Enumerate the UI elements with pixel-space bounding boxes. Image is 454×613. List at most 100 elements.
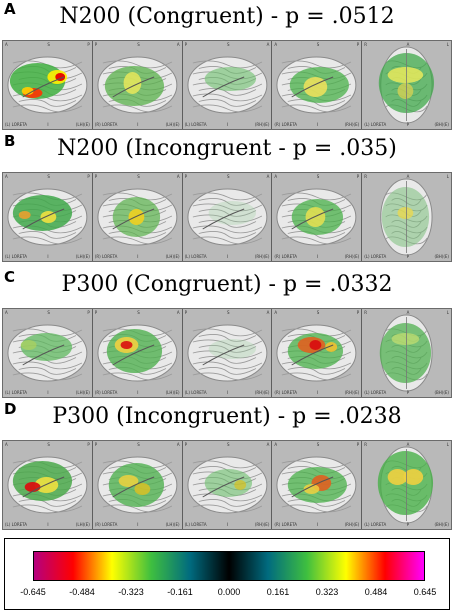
orientation-label: (LH)(E) [165, 390, 180, 395]
orientation-label: (L) LORETA [184, 122, 207, 127]
brain-image [276, 324, 357, 382]
orientation-label: A [266, 310, 270, 315]
orientation-label: I [226, 522, 229, 527]
brain-view-panel: A S P (L) LORETA I (LH)(E) [3, 173, 93, 261]
orientation-label: S [47, 174, 50, 179]
panel-letter: C [4, 268, 16, 286]
orientation-label: A [266, 42, 270, 47]
brain-image [97, 456, 178, 514]
colorbar-tick-label: -0.323 [118, 587, 144, 597]
colorbar-tick-label: 0.484 [364, 587, 388, 597]
orientation-label: P [87, 42, 90, 47]
orientation-label: P [184, 174, 188, 179]
orientation-label: P [184, 310, 188, 315]
orientation-label: (RH)(E) [344, 254, 360, 259]
brain-view-panel: P S A (R) LORETA I (LH)(E) [93, 173, 183, 261]
brain-image [276, 56, 357, 114]
brain-image [187, 324, 267, 382]
orientation-label: P [184, 42, 188, 47]
orientation-label: R [364, 442, 367, 447]
orientation-label: A [176, 442, 180, 447]
orientation-label: (RH)(E) [254, 254, 270, 259]
orientation-label: (L) LORETA [5, 254, 28, 259]
orientation-label: (L) LORETA [364, 522, 387, 527]
brain-view-panel: P S A (R) LORETA I (LH)(E) [93, 309, 183, 397]
colorbar-tick-label: 0.000 [217, 587, 241, 597]
orientation-label: (L) LORETA [184, 390, 207, 395]
orientation-label: R [364, 42, 367, 47]
orientation-label: (BH)(E) [434, 522, 449, 527]
orientation-label: A [5, 42, 8, 47]
orientation-label: S [47, 442, 50, 447]
orientation-label: (LH)(E) [165, 254, 180, 259]
brain-strip: A S P (L) LORETA I (LH)(E) P S A (R) LORETA I (LH)(… [2, 172, 452, 262]
colorbar-tick-label: 0.161 [266, 587, 290, 597]
colorbar-box: -0.645 -0.484 -0.323 -0.161 0.000 0.161 0.323 0… [4, 538, 450, 610]
orientation-label: P [406, 522, 409, 527]
orientation-label: L [446, 442, 449, 447]
orientation-label: (L) LORETA [364, 390, 387, 395]
orientation-label: A [266, 442, 270, 447]
orientation-label: P [94, 442, 98, 447]
brain-view-panel: P S A (L) LORETA I (RH)(E) [183, 441, 273, 529]
orientation-label: I [316, 390, 318, 395]
orientation-label: I [137, 390, 139, 395]
orientation-label: (RH)(E) [254, 390, 270, 395]
orientation-label: (RH)(E) [344, 122, 360, 127]
brain-view-panel: P S A (R) LORETA I (LH)(E) [93, 441, 183, 529]
orientation-label: S [47, 310, 50, 315]
brain-image [377, 446, 434, 524]
orientation-label: A [5, 310, 8, 315]
brain-view-panel: R A L (L) LORETA P (BH)(E) [362, 173, 451, 261]
orientation-label: P [87, 442, 90, 447]
brain-strip: A S P (L) LORETA I (LH)(E) P S A (R) LORETA I (LH)(… [2, 308, 452, 398]
brain-view-panel: P S A (L) LORETA I (RH)(E) [183, 41, 273, 129]
orientation-label: L [446, 310, 449, 315]
orientation-label: I [137, 254, 139, 259]
orientation-label: (LH)(E) [165, 522, 180, 527]
orientation-label: (LH)(E) [75, 522, 90, 527]
panel-letter: A [4, 0, 16, 18]
brain-image [276, 456, 357, 514]
orientation-label: I [137, 122, 139, 127]
brain-view-panel: P S A (R) LORETA I (LH)(E) [93, 41, 183, 129]
orientation-label: (LH)(E) [75, 390, 90, 395]
orientation-label: S [226, 174, 230, 179]
orientation-label: P [87, 174, 90, 179]
orientation-label: (BH)(E) [434, 390, 449, 395]
colorbar-tick-label: 0.645 [413, 587, 437, 597]
brain-image [97, 188, 178, 246]
brain-view-panel: P S A (L) LORETA I (RH)(E) [183, 309, 273, 397]
section-title: P300 (Incongruent) - p = .0238 [52, 404, 402, 429]
brain-image [276, 188, 357, 246]
orientation-label: S [137, 310, 140, 315]
brain-image [187, 188, 267, 246]
orientation-label: I [316, 122, 318, 127]
orientation-label: I [226, 390, 229, 395]
orientation-label: S [47, 42, 50, 47]
orientation-label: S [316, 174, 320, 179]
orientation-label: A [176, 310, 180, 315]
orientation-label: (L) LORETA [5, 390, 28, 395]
orientation-label: A [406, 174, 410, 179]
orientation-label: A [5, 442, 8, 447]
brain-image [187, 56, 267, 114]
brain-view-panel: A S P (L) LORETA I (LH)(E) [3, 441, 93, 529]
colorbar-gradient [33, 551, 425, 581]
brain-image [7, 56, 88, 114]
orientation-label: A [274, 174, 278, 179]
orientation-label: A [406, 310, 410, 315]
orientation-label: (BH)(E) [434, 122, 449, 127]
orientation-label: A [406, 42, 410, 47]
orientation-label: I [137, 522, 139, 527]
orientation-label: A [274, 442, 278, 447]
orientation-label: (R) LORETA [274, 254, 297, 259]
orientation-label: A [176, 174, 180, 179]
section-title: N200 (Incongruent - p = .035) [57, 136, 397, 161]
orientation-label: S [137, 442, 140, 447]
orientation-label: I [226, 122, 229, 127]
brain-view-panel: R A L (L) LORETA P (BH)(E) [362, 309, 451, 397]
orientation-label: A [5, 174, 8, 179]
section-title: N200 (Congruent) - p = .0512 [59, 4, 395, 29]
colorbar-tick-label: -0.645 [20, 587, 46, 597]
